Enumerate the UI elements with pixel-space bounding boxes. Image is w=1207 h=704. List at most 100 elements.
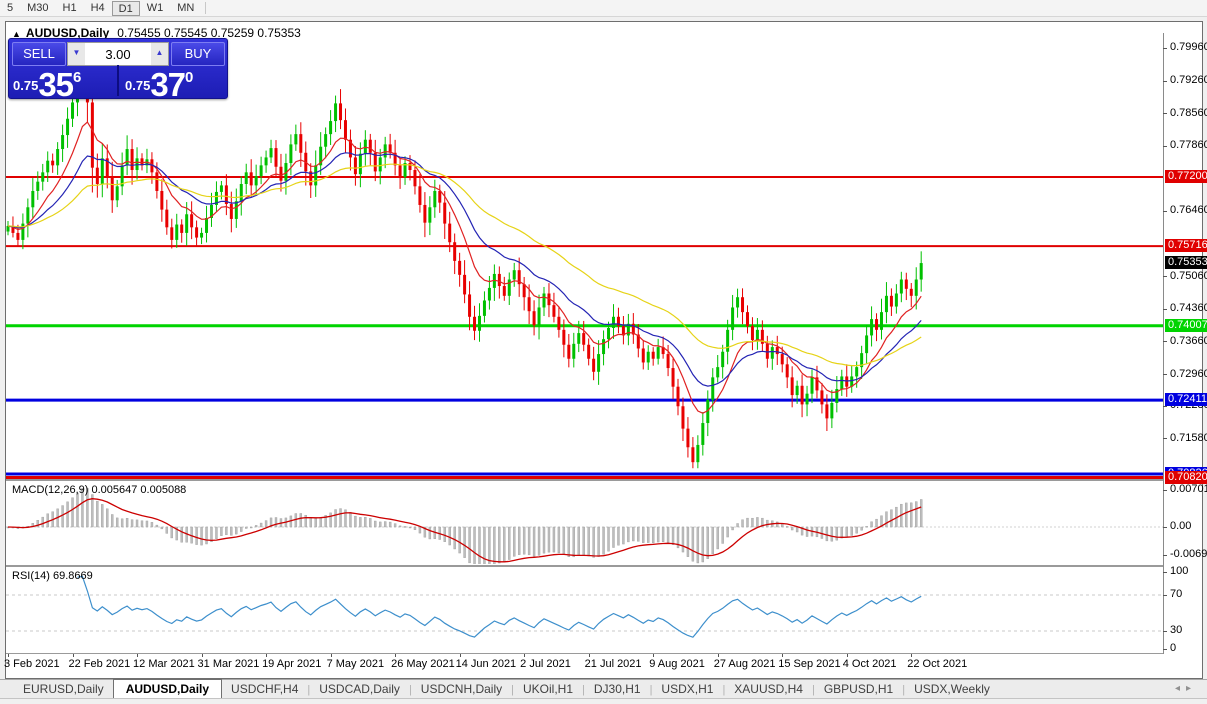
price-tick: 0.74360 — [1170, 302, 1207, 315]
tab-usdx-h1[interactable]: USDX,H1 — [661, 682, 714, 696]
timeframe-button-h1[interactable]: H1 — [62, 2, 77, 14]
toolbar-separator — [205, 2, 207, 14]
price-tick: 0.79260 — [1170, 74, 1207, 86]
price-tick-mark — [1163, 47, 1167, 49]
tab-dj30-h1[interactable]: DJ30,H1 — [593, 682, 641, 696]
sell-price-sup: 6 — [73, 69, 82, 86]
candlestick-chart-svg[interactable] — [6, 33, 1163, 479]
chart-ohlc: 0.75455 0.75545 0.75259 0.75353 — [117, 26, 301, 40]
price-tick: 0.71580 — [1170, 431, 1207, 444]
chart-symbol: AUDUSD,Daily — [25, 26, 110, 40]
volume-input[interactable] — [85, 43, 151, 65]
date-label: 4 Oct 2021 — [842, 658, 897, 670]
tab-audusd-daily[interactable]: AUDUSD,Daily — [112, 679, 223, 698]
rsi-axis-label: 70 — [1170, 588, 1183, 600]
tab-scroll-arrows: ◂▸ — [1175, 683, 1197, 694]
date-tick-mark — [395, 654, 397, 657]
macd-values: 0.005647 0.005088 — [91, 484, 187, 496]
one-click-trade-panel: SELL ▼ ▲ BUY 0.75356 0.75370 — [8, 38, 231, 103]
time-axis-line — [6, 653, 1163, 654]
date-label: 15 Sep 2021 — [778, 658, 841, 670]
sell-button[interactable]: SELL — [12, 42, 66, 66]
date-label: 22 Feb 2021 — [68, 658, 131, 670]
macd-name: MACD(12,26,9) — [12, 484, 89, 496]
timeframe-button-h4[interactable]: H4 — [90, 2, 105, 14]
tab-ukoil-h1[interactable]: UKOil,H1 — [523, 682, 574, 696]
date-tick-mark — [8, 654, 9, 657]
rsi-tick-mark — [1163, 649, 1167, 650]
tab-eurusd-daily[interactable]: EURUSD,Daily — [23, 682, 104, 696]
tab-gbpusd-h1[interactable]: GBPUSD,H1 — [823, 682, 894, 696]
tab-separator: | — [511, 684, 514, 696]
macd-axis-label: 0.00 — [1170, 520, 1192, 532]
macd-chart-svg[interactable] — [6, 481, 1163, 564]
buy-price-sup: 0 — [185, 69, 194, 86]
tab-xauusd-h4[interactable]: XAUUSD,H4 — [734, 682, 803, 696]
price-level-label: 0.74007 — [1165, 318, 1207, 332]
macd-histogram — [6, 488, 923, 564]
timeframe-button-5[interactable]: 5 — [7, 2, 14, 14]
date-tick-mark — [782, 654, 784, 657]
symbol-arrow-icon: ▲ — [12, 29, 21, 39]
rsi-axis-label: 100 — [1170, 565, 1189, 577]
rsi-tick-mark — [1163, 631, 1167, 632]
price-axis-line — [1163, 33, 1164, 654]
date-tick-mark — [524, 654, 526, 657]
rsi-label: RSI(14) 69.8669 — [12, 570, 93, 582]
price-tick-mark — [1163, 113, 1167, 115]
support-resistance-lines — [6, 176, 1163, 479]
sell-price[interactable]: 0.75356 — [13, 66, 119, 103]
tab-separator: | — [408, 684, 412, 696]
date-tick-mark — [72, 654, 74, 657]
timeframe-button-w1[interactable]: W1 — [146, 2, 164, 14]
date-label: 12 Mar 2021 — [133, 658, 195, 670]
price-tick-mark — [1163, 438, 1167, 440]
buy-price[interactable]: 0.75370 — [125, 66, 231, 103]
price-level-label: 0.72411 — [1165, 393, 1207, 407]
timeframe-toolbar: 5 M30 H1 H4 D1 W1 MN — [0, 0, 1207, 17]
date-tick-mark — [717, 654, 719, 657]
buy-price-prefix: 0.75 — [125, 78, 151, 93]
tab-usdcnh-daily[interactable]: USDCNH,Daily — [420, 682, 503, 696]
price-tick: 0.77860 — [1170, 139, 1207, 152]
price-tick-mark — [1163, 308, 1167, 310]
date-tick-mark — [201, 654, 203, 657]
tab-usdchf-h4[interactable]: USDCHF,H4 — [231, 682, 299, 696]
timeframe-button-m30[interactable]: M30 — [27, 2, 49, 14]
buy-price-big: 37 — [150, 66, 186, 103]
rsi-chart-svg[interactable] — [6, 567, 1163, 653]
date-label: 19 Apr 2021 — [262, 658, 322, 670]
date-tick-mark — [459, 654, 461, 657]
ma-fast-line — [7, 121, 922, 414]
timeframe-button-d1[interactable]: D1 — [111, 0, 140, 16]
buy-button[interactable]: BUY — [171, 42, 225, 66]
price-level-label: 0.70820 — [1165, 471, 1207, 485]
tab-scroll-right-icon[interactable]: ▸ — [1185, 683, 1197, 694]
macd-signal-line — [7, 498, 922, 563]
macd-axis-label: 0.007015 — [1170, 483, 1207, 495]
rsi-line — [77, 575, 922, 638]
date-label: 3 Feb 2021 — [4, 658, 60, 670]
rsi-tick-mark — [1163, 595, 1167, 596]
date-tick-mark — [846, 654, 848, 657]
price-tick: 0.75060 — [1170, 269, 1207, 282]
date-label: 31 Mar 2021 — [197, 658, 260, 670]
price-tick-mark — [1163, 145, 1167, 147]
macd-axis-label: -0.006921 — [1170, 548, 1207, 560]
volume-increase-button[interactable]: ▲ — [151, 43, 168, 65]
tab-scroll-left-icon[interactable]: ◂ — [1174, 683, 1186, 694]
price-level-label: 0.77200 — [1165, 170, 1207, 183]
macd-tick-mark — [1163, 555, 1167, 556]
candles — [6, 48, 923, 469]
price-tick-mark — [1163, 210, 1167, 212]
rsi-tick-mark — [1163, 572, 1167, 573]
panel-divider[interactable] — [6, 479, 1163, 481]
tab-usdcad-daily[interactable]: USDCAD,Daily — [319, 682, 400, 696]
volume-decrease-button[interactable]: ▼ — [68, 43, 85, 65]
price-tick-mark — [1163, 374, 1167, 376]
panel-divider[interactable] — [6, 565, 1163, 567]
rsi-name: RSI(14) — [12, 570, 50, 582]
tab-usdx-weekly[interactable]: USDX,Weekly — [914, 682, 990, 696]
timeframe-button-mn[interactable]: MN — [177, 2, 195, 14]
